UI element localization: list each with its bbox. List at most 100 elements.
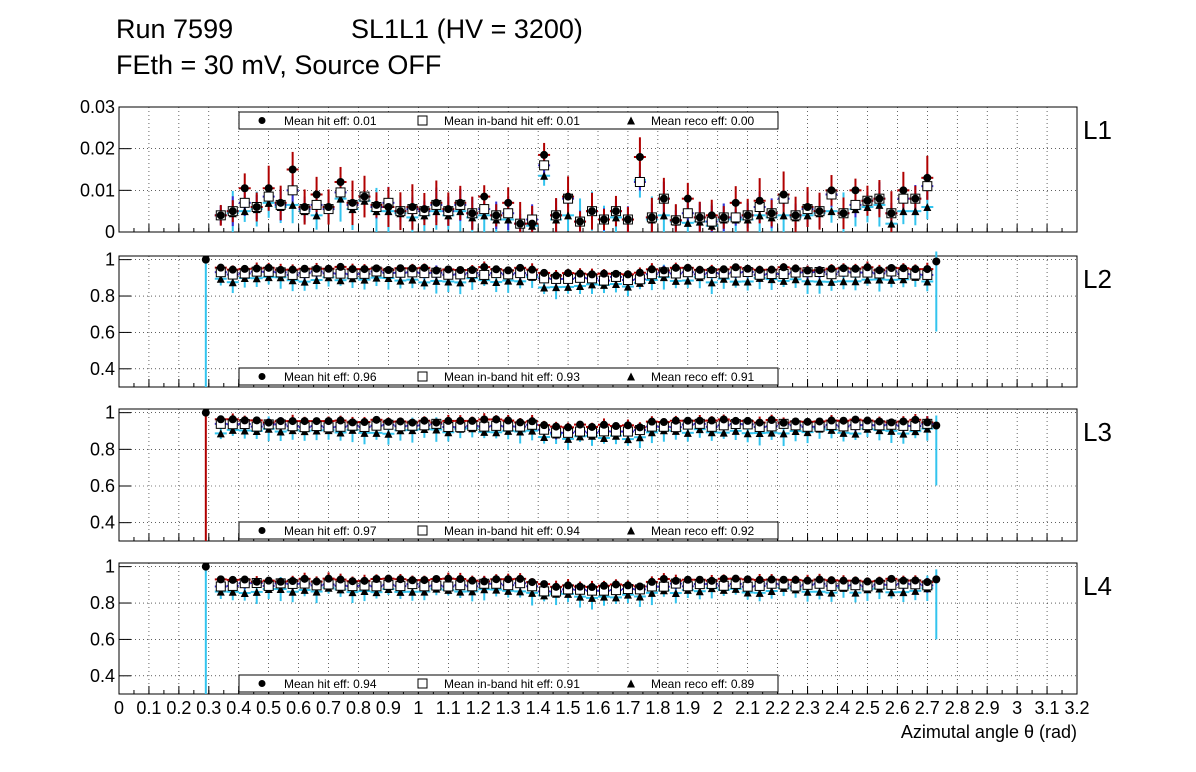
hit-marker [312,264,321,273]
hit-marker [611,269,620,278]
reco-marker [839,428,848,437]
reco-marker [288,587,297,596]
hit-marker [468,416,477,425]
reco-marker [384,429,393,438]
reco-marker [767,275,776,284]
legend-inband-label: Mean in-band hit eff: 0.93 [444,370,580,384]
reco-marker [647,276,656,285]
hit-marker [767,416,776,424]
y-tick-label: 1 [105,557,115,577]
hit-marker [719,415,728,424]
reco-marker [420,278,429,287]
hit-marker [576,217,585,226]
y-tick-label: 0.8 [90,286,115,306]
legend-reco-label: Mean reco eff: 0.89 [651,677,755,691]
hit-marker [300,417,309,426]
reco-marker [671,276,680,285]
reco-marker [863,275,872,284]
hit-marker [791,264,800,273]
reco-marker [336,428,345,437]
first-point-marker [201,255,210,264]
reco-marker [444,428,453,437]
hit-marker [372,415,381,424]
reco-marker [456,587,465,596]
reco-marker [408,213,417,222]
hit-marker [480,415,489,424]
inband-marker [311,199,322,210]
hit-marker [252,264,261,273]
hit-marker [635,423,644,432]
hit-marker [827,264,836,273]
reco-marker [492,585,501,594]
legend-hit-label: Mean hit eff: 0.97 [284,524,377,538]
reco-marker [432,276,441,285]
hit-marker [623,215,632,224]
legend: Mean hit eff: 0.96 Mean in-band hit eff: … [238,367,779,386]
panel-L4: 0.4 0.6 0.8 1 L4 Mean hit eff: 0.94 Mean in-ba… [90,557,1112,695]
y-tick-label: 0.02 [80,139,115,159]
inband-marker [479,269,490,280]
x-tick-label: 0.2 [166,698,191,718]
hit-marker [516,219,525,228]
reco-marker [492,278,501,287]
reco-marker [384,207,393,216]
hit-marker [288,265,297,274]
inband-marker [539,586,550,597]
hit-marker [755,265,764,274]
reco-marker [240,426,249,435]
reco-marker [671,589,680,598]
reco-marker [719,274,728,283]
reco-marker [911,586,920,595]
reco-marker [611,280,620,289]
reco-marker [623,590,632,599]
hit-marker [552,211,561,220]
hit-marker [635,582,644,591]
hit-marker [288,577,297,586]
y-tick-label: 0.01 [80,180,115,200]
reco-marker [264,273,273,282]
y-tick-label: 0.6 [90,629,115,649]
reco-marker [540,171,549,180]
inband-marker [850,199,861,210]
hit-marker [659,418,668,427]
hit-marker [384,203,393,211]
hit-marker [252,577,261,586]
hit-marker [588,583,597,592]
hit-marker [623,421,632,430]
legend-inband-label: Mean in-band hit eff: 0.01 [444,114,580,128]
hit-marker [803,417,812,426]
hit-marker [863,577,872,586]
y-tick-label: 0.4 [90,359,115,379]
hit-marker [300,203,309,211]
reco-marker [396,587,405,596]
legend-inband-label: Mean in-band hit eff: 0.94 [444,524,580,538]
x-tick-label: 2.5 [855,698,880,718]
reco-marker [216,429,225,438]
reco-marker [755,588,764,597]
hit-marker [767,265,776,274]
hit-marker [468,576,477,585]
hit-marker [504,575,513,584]
hit-marker [779,418,788,427]
reco-marker [372,588,381,597]
legend-hit-marker [258,117,266,124]
hit-marker [743,264,752,273]
hit-marker [731,416,740,425]
reco-marker [564,282,573,291]
x-tick-label: 2.1 [735,698,760,718]
reco-marker [240,589,249,598]
reco-marker [312,211,321,220]
reco-marker [743,588,752,597]
reco-marker [719,428,728,437]
hit-marker [707,266,716,275]
hit-marker [815,207,824,216]
hit-marker [815,417,824,426]
hit-marker [312,190,321,199]
reco-marker [827,588,836,597]
hit-marker [444,265,453,274]
reco-marker [348,588,357,597]
reco-marker [588,280,597,289]
legend-hit-marker [258,373,266,380]
hit-marker [264,576,273,585]
hit-marker [635,153,644,161]
